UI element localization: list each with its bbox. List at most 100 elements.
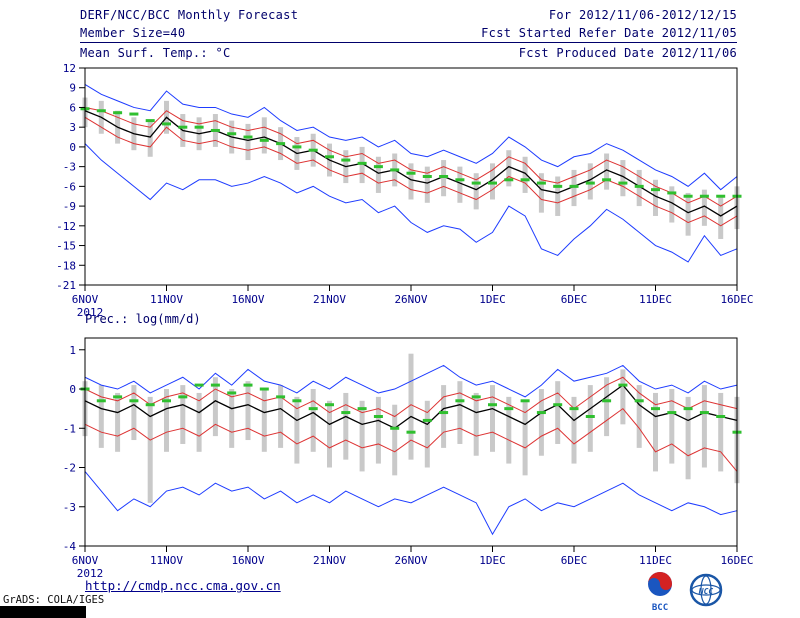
prec-spread-bar (408, 353, 414, 460)
temp-spread-bar (457, 166, 463, 203)
prec-spread-bar (490, 385, 495, 452)
temp-spread-bar (147, 120, 153, 157)
bcc-logo-label: BCC (652, 603, 668, 612)
prec-xtick-label: 6NOV (72, 554, 99, 567)
prec-spread-bar (571, 396, 577, 464)
page-title: DERF/NCC/BCC Monthly Forecast (80, 8, 299, 22)
fcst-produced-label: Fcst Produced Date 2012/11/06 (518, 46, 737, 60)
temp-xtick-label: 16DEC (720, 293, 753, 306)
temp-ytick-label: 0 (69, 141, 76, 154)
temp-spread-bar (261, 117, 267, 154)
temp-xtick-label: 1DEC (479, 293, 506, 306)
forecast-range-label: For 2012/11/06-2012/12/15 (548, 8, 737, 22)
temp-spread-bar (653, 179, 658, 216)
temp-spread-bar (636, 169, 642, 207)
temp-spread-bar (441, 160, 447, 197)
prec-xtick-label: 16DEC (720, 554, 753, 567)
temp-ytick-label: -21 (56, 279, 76, 292)
prec-spread-bar (229, 389, 235, 448)
temp-spread-bar (359, 146, 365, 184)
prec-upper-quartile-line (84, 376, 738, 418)
temp-xtick-label: 21NOV (313, 293, 346, 306)
prec-spread-bar (620, 369, 626, 425)
prec-xtick-label: 11DEC (639, 554, 672, 567)
prec-spread-bar (98, 385, 104, 448)
prec-spread-bar (506, 396, 512, 464)
prec-xtick-label: 1DEC (479, 554, 506, 567)
temp-spread-bar (685, 192, 691, 236)
prec-spread-bar (604, 377, 610, 437)
temp-spread-bar (538, 173, 544, 213)
temp-ytick-label: -6 (63, 180, 76, 193)
prec-ytick-label: -4 (63, 540, 77, 553)
temp-max-line (84, 84, 738, 191)
ncc-logo-meridian (700, 575, 712, 605)
bcc-logo: BCC (648, 572, 672, 612)
temp-spread-bar (718, 196, 724, 239)
member-size-label: Member Size=40 (80, 26, 186, 40)
temp-upper-quartile-line (84, 106, 738, 207)
temp-spread-bar (555, 176, 561, 216)
temp-min-line (84, 143, 738, 263)
prec-spread-bar (653, 392, 658, 472)
prec-ytick-label: -2 (63, 462, 76, 475)
prec-spread-bar (131, 385, 137, 441)
prec-spread-bar (685, 396, 691, 480)
prec-ytick-label: 0 (69, 383, 76, 396)
temp-xtick-label: 6NOV (72, 293, 99, 306)
temp-spread-bar (506, 150, 512, 187)
temp-ytick-label: -9 (63, 200, 76, 213)
prec-spread-bar (375, 396, 381, 464)
prec-spread-bar (424, 400, 430, 468)
prec-spread-bar (457, 381, 463, 444)
prec-max-line (84, 364, 738, 398)
prec-spread-bar (294, 396, 300, 464)
temp-spread-bar (571, 169, 577, 207)
prec-spread-bar (115, 392, 121, 452)
temp-ytick-label: -3 (63, 161, 76, 174)
prec-spread-bar (538, 389, 544, 456)
temp-spread-bar (490, 163, 495, 200)
temp-spread-bar (669, 186, 675, 223)
temp-spread-bar (620, 160, 626, 197)
prec-spread-bar (327, 400, 332, 468)
prec-spread-bar (718, 392, 724, 472)
temp-ytick-label: -15 (56, 240, 76, 253)
bcc-logo-swirl (648, 572, 672, 590)
prec-ytick-label: -3 (63, 501, 76, 514)
prec-spread-bar (555, 381, 561, 444)
prec-lower-quartile-line (84, 407, 738, 472)
temp-ytick-label: 6 (69, 101, 76, 114)
temp-spread-bar (245, 123, 251, 161)
temp-year-label: 2012 (77, 306, 104, 319)
ncc-logo-equator (691, 584, 721, 596)
prec-spread-bar (701, 385, 707, 468)
prec-spread-bar (245, 381, 251, 441)
temp-xtick-label: 26NOV (394, 293, 427, 306)
prec-xtick-label: 26NOV (394, 554, 427, 567)
prec-spread-bar (359, 400, 365, 472)
prec-min-line (84, 471, 738, 536)
temp-ytick-label: 9 (69, 82, 76, 95)
website-url: http://cmdp.ncc.cma.gov.cn (85, 578, 281, 593)
temp-median-line (84, 110, 738, 217)
prec-ytick-label: 1 (69, 344, 76, 357)
temp-chart-title: Mean Surf. Temp.: °C (80, 46, 231, 60)
temp-spread-bar (587, 163, 593, 200)
prec-spread-bar (522, 400, 528, 476)
temp-ytick-label: 3 (69, 121, 76, 134)
temp-xtick-label: 16NOV (231, 293, 264, 306)
temp-ytick-label: -18 (56, 259, 76, 272)
prec-spread-bar (473, 392, 479, 456)
temp-ytick-label: 12 (63, 62, 76, 75)
prec-xtick-label: 16NOV (231, 554, 264, 567)
ncc-logo-label: NCC (698, 587, 714, 596)
prec-spread-bar (180, 385, 186, 444)
temp-spread-bar (522, 156, 528, 193)
prec-spread-bar (212, 377, 218, 437)
prec-year-label: 2012 (77, 567, 104, 580)
temp-spread-bar (408, 163, 414, 200)
